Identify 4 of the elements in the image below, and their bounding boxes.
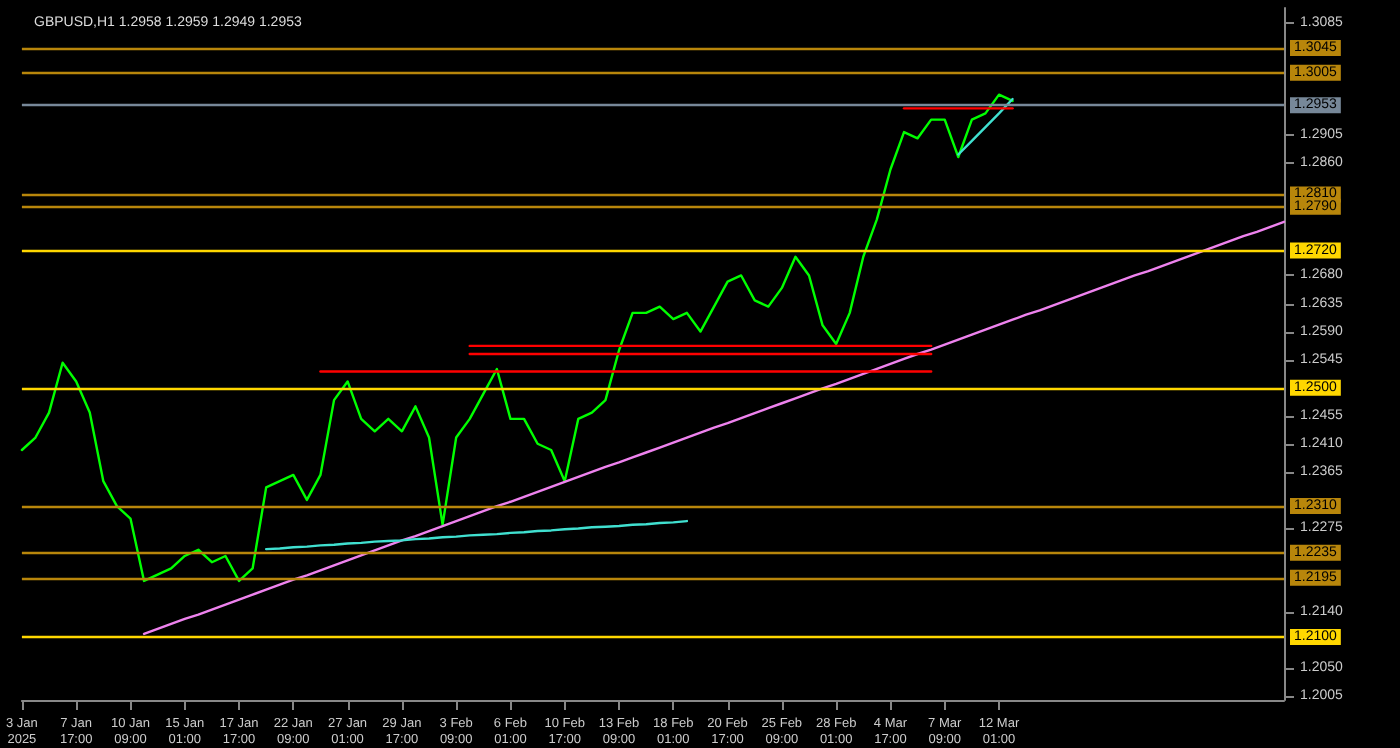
line-series <box>957 97 1014 156</box>
line-series <box>142 220 1286 636</box>
line-series <box>20 93 1014 583</box>
line-series <box>264 519 689 551</box>
